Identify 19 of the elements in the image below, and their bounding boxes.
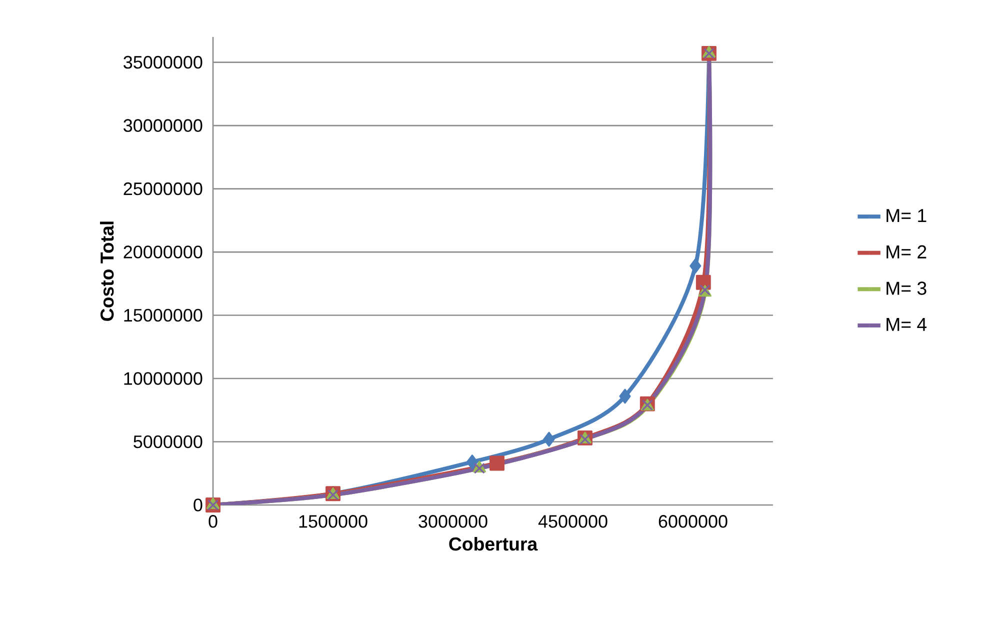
y-tick-label: 10000000 [124,372,202,385]
legend-label: M= 2 [886,245,926,258]
y-tick-label: 0 [194,498,202,512]
y-tick-label: 20000000 [124,246,202,258]
legend-label: M= 3 [886,282,926,295]
x-tick-label: 4500000 [538,515,608,528]
y-tick-label: 25000000 [124,182,202,196]
legend-label: M= 1 [886,209,926,222]
y-axis-title: Costo Total [100,222,114,321]
x-tick-label: 0 [208,515,218,528]
x-tick-label: 6000000 [658,515,728,528]
y-tick-label: 5000000 [134,435,202,448]
x-tick-label: 1500000 [299,515,368,528]
y-tick-label: 30000000 [124,119,202,132]
x-tick-label: 3000000 [418,515,488,528]
y-tick-label: 15000000 [124,308,202,322]
y-tick-label: 35000000 [124,56,202,69]
x-axis-title: Cobertura [449,536,538,551]
legend-label: M= 4 [886,318,927,331]
